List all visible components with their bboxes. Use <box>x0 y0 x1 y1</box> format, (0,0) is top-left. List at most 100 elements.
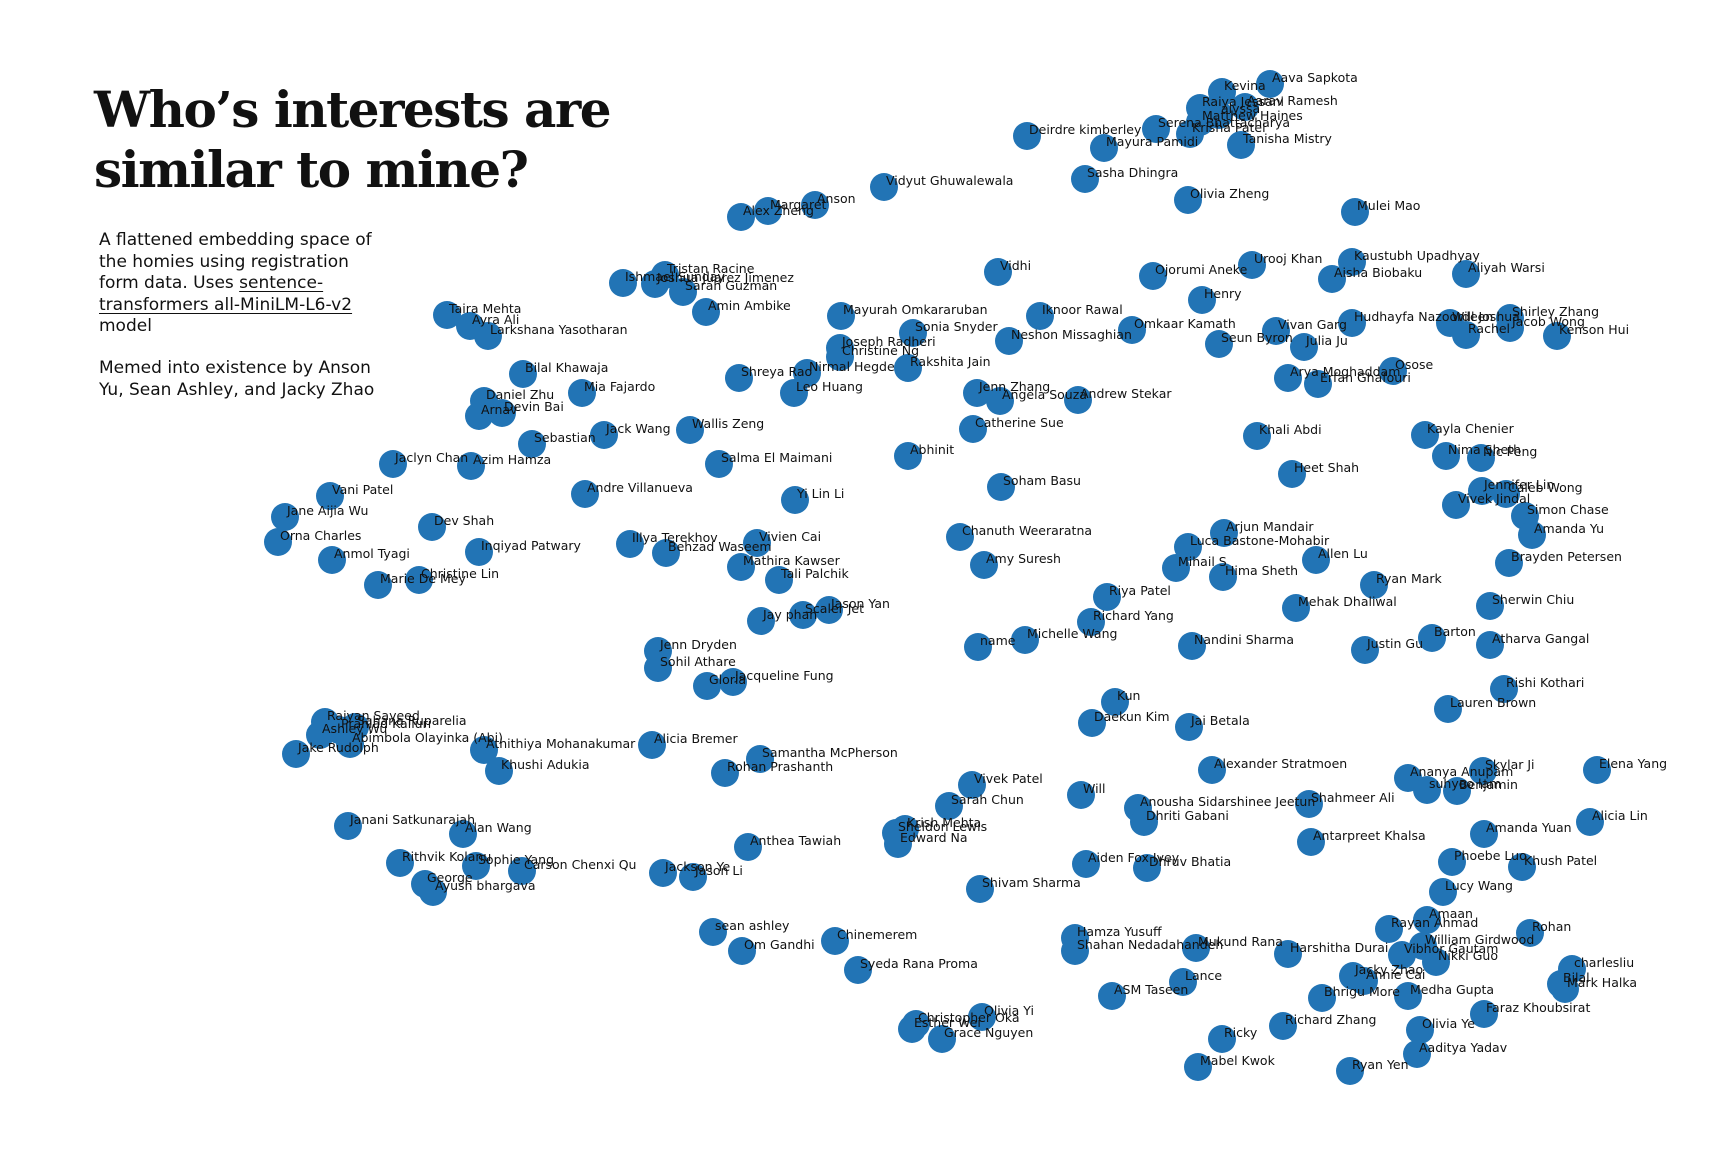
data-point[interactable] <box>449 820 477 848</box>
data-point[interactable] <box>1429 878 1457 906</box>
data-point[interactable] <box>1338 248 1366 276</box>
data-point[interactable] <box>1077 608 1105 636</box>
data-point[interactable] <box>509 360 537 388</box>
data-point[interactable] <box>1274 940 1302 968</box>
data-point[interactable] <box>485 757 513 785</box>
data-point[interactable] <box>1394 982 1422 1010</box>
data-point[interactable] <box>1470 820 1498 848</box>
data-point[interactable] <box>1413 776 1441 804</box>
data-point[interactable] <box>1495 549 1523 577</box>
data-point[interactable] <box>1341 198 1369 226</box>
data-point[interactable] <box>488 399 516 427</box>
data-point[interactable] <box>518 430 546 458</box>
data-point[interactable] <box>1469 757 1497 785</box>
data-point[interactable] <box>474 322 502 350</box>
data-point[interactable] <box>1470 1000 1498 1028</box>
data-point[interactable] <box>894 442 922 470</box>
data-point[interactable] <box>1205 330 1233 358</box>
data-point[interactable] <box>821 927 849 955</box>
data-point[interactable] <box>964 633 992 661</box>
data-point[interactable] <box>727 203 755 231</box>
data-point[interactable] <box>1379 357 1407 385</box>
data-point[interactable] <box>465 538 493 566</box>
data-point[interactable] <box>649 859 677 887</box>
data-point[interactable] <box>1518 521 1546 549</box>
data-point[interactable] <box>1411 421 1439 449</box>
data-point[interactable] <box>898 1015 926 1043</box>
data-point[interactable] <box>1182 934 1210 962</box>
data-point[interactable] <box>568 379 596 407</box>
data-point[interactable] <box>1543 322 1571 350</box>
data-point[interactable] <box>725 364 753 392</box>
data-point[interactable] <box>1133 854 1161 882</box>
data-point[interactable] <box>754 197 782 225</box>
data-point[interactable] <box>815 596 843 624</box>
data-point[interactable] <box>746 745 774 773</box>
data-point[interactable] <box>946 523 974 551</box>
data-point[interactable] <box>692 298 720 326</box>
data-point[interactable] <box>1438 848 1466 876</box>
data-point[interactable] <box>1011 626 1039 654</box>
data-point[interactable] <box>1583 756 1611 784</box>
data-point[interactable] <box>705 450 733 478</box>
data-point[interactable] <box>1476 631 1504 659</box>
data-point[interactable] <box>958 771 986 799</box>
data-point[interactable] <box>379 450 407 478</box>
data-point[interactable] <box>844 956 872 984</box>
data-point[interactable] <box>765 566 793 594</box>
data-point[interactable] <box>959 415 987 443</box>
data-point[interactable] <box>1496 314 1524 342</box>
data-point[interactable] <box>1198 756 1226 784</box>
data-point[interactable] <box>1442 491 1470 519</box>
data-point[interactable] <box>641 270 669 298</box>
data-point[interactable] <box>508 857 536 885</box>
data-point[interactable] <box>1467 444 1495 472</box>
data-point[interactable] <box>1551 975 1579 1003</box>
data-point[interactable] <box>935 792 963 820</box>
data-point[interactable] <box>968 1003 996 1031</box>
data-point[interactable] <box>1443 777 1471 805</box>
data-point[interactable] <box>282 740 310 768</box>
data-point[interactable] <box>1375 915 1403 943</box>
data-point[interactable] <box>1274 364 1302 392</box>
data-point[interactable] <box>1576 808 1604 836</box>
data-point[interactable] <box>1403 1040 1431 1068</box>
data-point[interactable] <box>264 528 292 556</box>
data-point[interactable] <box>734 833 762 861</box>
data-point[interactable] <box>652 539 680 567</box>
data-point[interactable] <box>728 937 756 965</box>
data-point[interactable] <box>1098 982 1126 1010</box>
data-point[interactable] <box>1413 906 1441 934</box>
data-point[interactable] <box>1351 636 1379 664</box>
data-point[interactable] <box>1174 186 1202 214</box>
data-point[interactable] <box>1492 480 1520 508</box>
data-point[interactable] <box>590 421 618 449</box>
data-point[interactable] <box>679 863 707 891</box>
data-point[interactable] <box>470 736 498 764</box>
data-point[interactable] <box>1508 853 1536 881</box>
data-point[interactable] <box>1406 1016 1434 1044</box>
data-point[interactable] <box>336 730 364 758</box>
data-point[interactable] <box>1338 309 1366 337</box>
data-point[interactable] <box>1282 594 1310 622</box>
data-point[interactable] <box>966 875 994 903</box>
data-point[interactable] <box>457 452 485 480</box>
data-point[interactable] <box>1452 260 1480 288</box>
data-point[interactable] <box>271 503 299 531</box>
data-point[interactable] <box>747 607 775 635</box>
data-point[interactable] <box>1434 695 1462 723</box>
data-point[interactable] <box>1468 477 1496 505</box>
data-point[interactable] <box>433 301 461 329</box>
data-point[interactable] <box>638 731 666 759</box>
data-point[interactable] <box>1227 131 1255 159</box>
data-point[interactable] <box>1208 78 1236 106</box>
data-point[interactable] <box>826 343 854 371</box>
data-point[interactable] <box>1013 122 1041 150</box>
data-point[interactable] <box>1130 808 1158 836</box>
data-point[interactable] <box>669 278 697 306</box>
data-point[interactable] <box>1490 675 1518 703</box>
data-point[interactable] <box>963 379 991 407</box>
data-point[interactable] <box>1290 333 1318 361</box>
data-point[interactable] <box>405 566 433 594</box>
data-point[interactable] <box>1452 321 1480 349</box>
